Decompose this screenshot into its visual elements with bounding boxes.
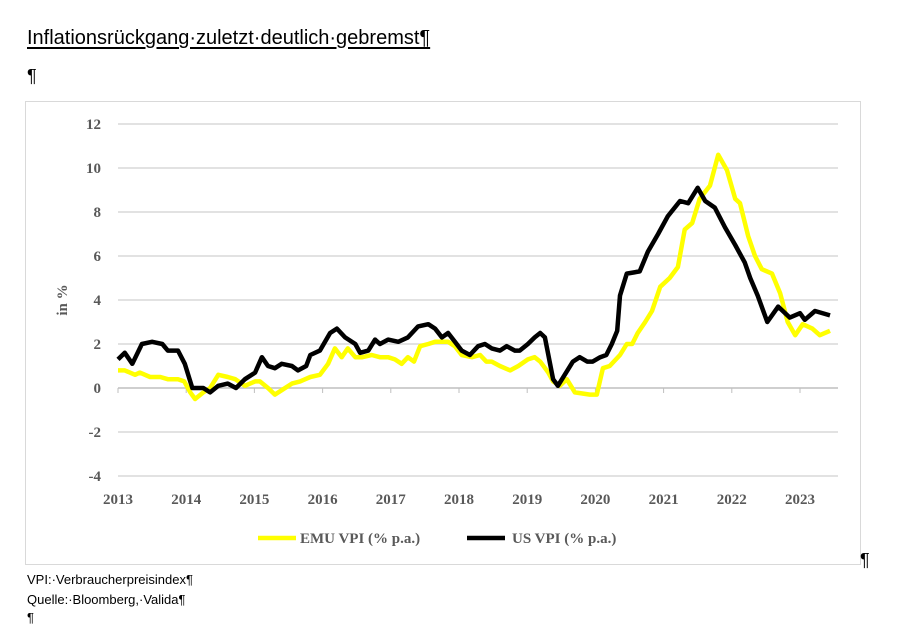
y-tick-label: 4: [94, 293, 102, 309]
x-tick-label: 2018: [444, 492, 474, 508]
x-tick-label: 2016: [308, 492, 339, 508]
us-cpi-line: [116, 185, 831, 395]
x-tick-label: 2020: [580, 492, 610, 508]
x-tick-label: 2022: [717, 492, 747, 508]
paragraph-mark: ¶: [860, 550, 870, 570]
footnote-empty: ¶: [27, 610, 34, 625]
x-tick-label: 2014: [171, 492, 202, 508]
legend-label: US VPI (% p.a.): [512, 531, 616, 547]
x-tick-label: 2013: [103, 492, 133, 508]
x-tick-label: 2015: [239, 492, 269, 508]
y-tick-label: 10: [86, 161, 101, 177]
y-tick-label: 8: [94, 205, 102, 221]
footnote-definition: VPI:·Verbraucherpreisindex¶: [27, 572, 193, 587]
x-tick-label: 2021: [649, 492, 679, 508]
y-tick-label: -2: [89, 425, 102, 441]
y-tick-label: -4: [89, 469, 102, 485]
x-tick-label: 2019: [512, 492, 542, 508]
chart-frame[interactable]: [25, 101, 861, 565]
footnote-source: Quelle:·Bloomberg,·Valida¶: [27, 592, 186, 607]
x-tick-label: 2017: [376, 492, 407, 508]
y-tick-label: 12: [86, 117, 101, 133]
empty-paragraph-mark: ¶: [27, 66, 37, 86]
x-tick-label: 2023: [785, 492, 815, 508]
y-tick-label: 2: [94, 337, 102, 353]
y-tick-label: 0: [94, 381, 102, 397]
y-axis-title: in %: [55, 284, 71, 315]
y-tick-label: 6: [94, 249, 102, 265]
emu-cpi-line: [118, 152, 831, 402]
document-heading: Inflationsrückgang·zuletzt·deutlich·gebr…: [27, 27, 431, 49]
legend-label: EMU VPI (% p.a.): [300, 531, 420, 547]
